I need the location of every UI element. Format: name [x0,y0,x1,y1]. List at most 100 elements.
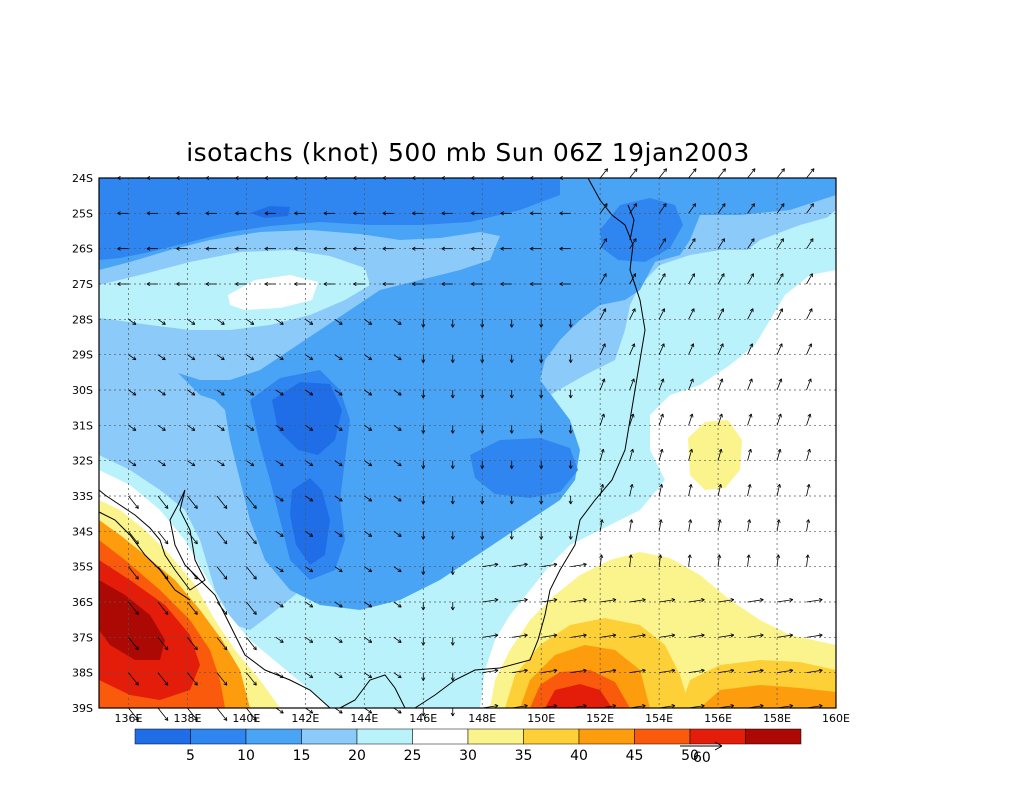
y-tick-label: 37S [72,631,93,644]
wind-vector [718,599,734,603]
wind-vector [246,354,255,361]
wind-vector [128,672,139,686]
wind-vector-head [602,308,607,313]
wind-vector-head [135,575,139,580]
wind-vector [511,599,528,603]
wind-vector [216,495,228,509]
wind-vector-head [450,324,455,328]
wind-vector [747,413,752,426]
wind-vector-head [191,427,196,431]
wind-vector [747,448,752,461]
wind-vector-head [632,273,637,278]
color-bar-label: 45 [626,748,644,764]
wind-vector [570,563,587,568]
wind-vector-head [601,378,606,383]
wind-vector [629,484,633,497]
wind-vector [393,637,402,643]
wind-vector [747,343,753,355]
wind-vector-head [530,281,534,287]
wind-vector [393,601,402,608]
wind-vector-head [808,308,813,313]
wind-vector [334,637,343,643]
y-tick-label: 29S [72,349,93,362]
fill-5-10-top [99,178,560,260]
wind-vector-head [309,603,314,608]
fill-30-35-spot [688,420,742,490]
wind-vector-head [279,603,284,608]
wind-vector-head [690,378,694,383]
wind-vector [658,343,665,355]
wind-vector-head [553,633,558,638]
wind-vector [393,531,402,537]
y-tick-label: 27S [72,278,93,291]
color-bar-swatch [745,728,802,745]
wind-vector-head [722,168,726,173]
wind-vector [806,599,823,603]
wind-vector-head [583,633,587,638]
wind-vector-head [717,554,722,559]
wind-vector-head [730,633,735,638]
wind-vector [275,319,284,325]
wind-vector [658,448,663,461]
wind-vector-head [279,674,284,679]
wind-vector [688,273,695,285]
wind-vector [776,343,783,355]
wind-vector [658,413,664,426]
wind-vector [658,484,663,497]
wind-vector-head [779,273,784,278]
wind-vector-head [397,603,402,608]
wind-vector [806,554,809,567]
wind-vector-head [161,462,166,467]
wind-vector [157,601,169,615]
wind-vector-head [718,448,723,453]
wind-vector-head [191,391,196,396]
wind-vector [305,319,314,325]
fill-40-45-far [700,685,836,708]
wind-vector-head [164,681,169,686]
wind-vector-head [235,246,239,251]
wind-vector [541,634,558,638]
wind-vector [629,519,633,532]
wind-vector-head [689,448,693,453]
wind-vector [246,637,257,651]
wind-vector [187,531,198,545]
wind-vector [128,531,139,545]
wind-vector-head [412,211,416,216]
wind-vector-head [164,646,169,651]
wind-vector [599,273,607,285]
wind-vector-head [748,448,752,453]
wind-vector [659,634,676,638]
wind-vector-head [294,246,298,251]
color-bar-label: 40 [570,748,588,764]
color-bar-swatch [356,728,413,745]
wind-vector [305,495,314,502]
wind-vector-head [721,238,725,243]
wind-vector [216,566,228,580]
wind-vector [717,519,721,532]
wind-vector-head [135,540,139,545]
wind-vector-head [494,598,499,603]
wind-vector-head [789,598,794,603]
wind-vector-head [338,603,343,608]
wind-vector [776,634,793,638]
wind-vector [629,413,634,426]
wind-vector-head [194,540,198,545]
wind-vector [806,273,813,285]
y-tick-label: 35S [72,561,93,574]
wind-vector-head [220,321,225,325]
wind-vector [658,168,667,179]
wind-vector-head [809,273,813,278]
wind-vector-head [631,343,636,348]
wind-vector [629,599,646,603]
wind-vector-head [450,430,455,434]
wind-vector [275,637,284,643]
wind-vector-head [368,639,373,643]
wind-vector-head [730,598,735,603]
wind-vector-head [687,554,692,559]
wind-vector [128,389,137,396]
wind-vector-head [747,484,752,488]
wind-vector [275,707,284,714]
wind-vector-head [719,343,724,348]
wind-vector [599,308,606,320]
wind-vector [688,203,696,214]
